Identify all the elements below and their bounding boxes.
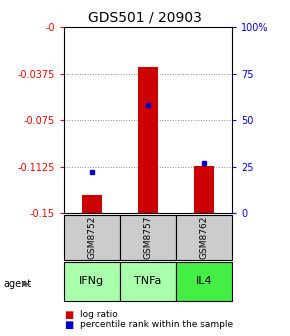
Bar	[194, 166, 214, 213]
Bar	[64, 215, 120, 260]
Text: GDS501 / 20903: GDS501 / 20903	[88, 11, 202, 25]
Bar	[138, 67, 158, 213]
Text: IFNg: IFNg	[79, 277, 104, 286]
Text: percentile rank within the sample: percentile rank within the sample	[80, 321, 233, 329]
Text: log ratio: log ratio	[80, 310, 117, 319]
Bar	[64, 262, 120, 301]
Bar	[82, 195, 102, 213]
Bar	[120, 262, 176, 301]
Text: ■: ■	[64, 320, 73, 330]
Text: TNFa: TNFa	[134, 277, 162, 286]
Text: GSM8752: GSM8752	[87, 216, 96, 259]
Text: GSM8757: GSM8757	[143, 216, 153, 259]
Bar	[176, 215, 232, 260]
Bar	[176, 262, 232, 301]
Text: agent: agent	[3, 279, 31, 289]
Bar	[120, 215, 176, 260]
Text: IL4: IL4	[196, 277, 212, 286]
Text: ■: ■	[64, 310, 73, 320]
Text: ►: ►	[22, 279, 30, 289]
Text: GSM8762: GSM8762	[200, 216, 209, 259]
